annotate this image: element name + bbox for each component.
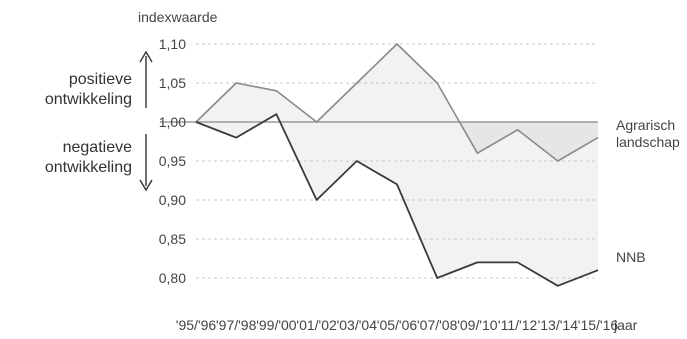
x-tick-label: '97/'98 bbox=[216, 317, 257, 333]
x-tick-label: '11/'12 bbox=[498, 317, 538, 333]
x-tick-label: '03/'04 bbox=[337, 317, 378, 333]
negative-label: negatieve bbox=[63, 139, 132, 156]
x-tick-label: '07/'08 bbox=[417, 317, 458, 333]
positive-label: positieve bbox=[69, 71, 132, 88]
x-tick-labels: '95/'96'97/'98'99/'00'01/'02'03/'04'05/'… bbox=[176, 317, 619, 333]
y-tick-label: 0,90 bbox=[159, 192, 186, 208]
x-axis-title: jaar bbox=[613, 317, 638, 333]
y-tick-labels: 1,10 1,05 1,00 0,95 0,90 0,85 0,80 bbox=[159, 36, 186, 286]
y-tick-label: 1,10 bbox=[159, 36, 186, 52]
y-tick-label: 0,85 bbox=[159, 231, 186, 247]
between-series-fill bbox=[196, 44, 598, 286]
negative-label: ontwikkeling bbox=[45, 159, 132, 176]
x-tick-label: '15/'16 bbox=[578, 317, 619, 333]
series-label: NNB bbox=[616, 249, 646, 265]
series-label: Agrarisch bbox=[616, 117, 675, 133]
gridlines bbox=[160, 43, 598, 279]
positive-label: ontwikkeling bbox=[45, 91, 132, 108]
x-tick-label: '99/'00 bbox=[256, 317, 297, 333]
y-tick-label: 1,00 bbox=[159, 114, 186, 130]
x-tick-label: '05/'06 bbox=[377, 317, 418, 333]
y-tick-label: 0,80 bbox=[159, 270, 186, 286]
x-tick-label: '09/'10 bbox=[457, 317, 498, 333]
below-baseline-band bbox=[459, 122, 598, 161]
series-label: landschap bbox=[616, 134, 680, 150]
series-line bbox=[195, 113, 599, 287]
x-tick-label: '95/'96 bbox=[176, 317, 217, 333]
y-axis-title: indexwaarde bbox=[138, 9, 218, 25]
series-lines bbox=[195, 43, 599, 287]
up-arrowhead-icon bbox=[139, 50, 153, 63]
down-arrowhead-icon bbox=[139, 179, 153, 192]
y-tick-label: 1,05 bbox=[159, 75, 186, 91]
series-line bbox=[195, 43, 599, 162]
y-tick-label: 0,95 bbox=[159, 153, 186, 169]
area-fills bbox=[196, 44, 598, 286]
x-tick-label: '13/'14 bbox=[538, 317, 579, 333]
development-annotations: positieve ontwikkeling negatieve ontwikkeli… bbox=[45, 50, 153, 192]
x-tick-label: '01/'02 bbox=[296, 317, 337, 333]
